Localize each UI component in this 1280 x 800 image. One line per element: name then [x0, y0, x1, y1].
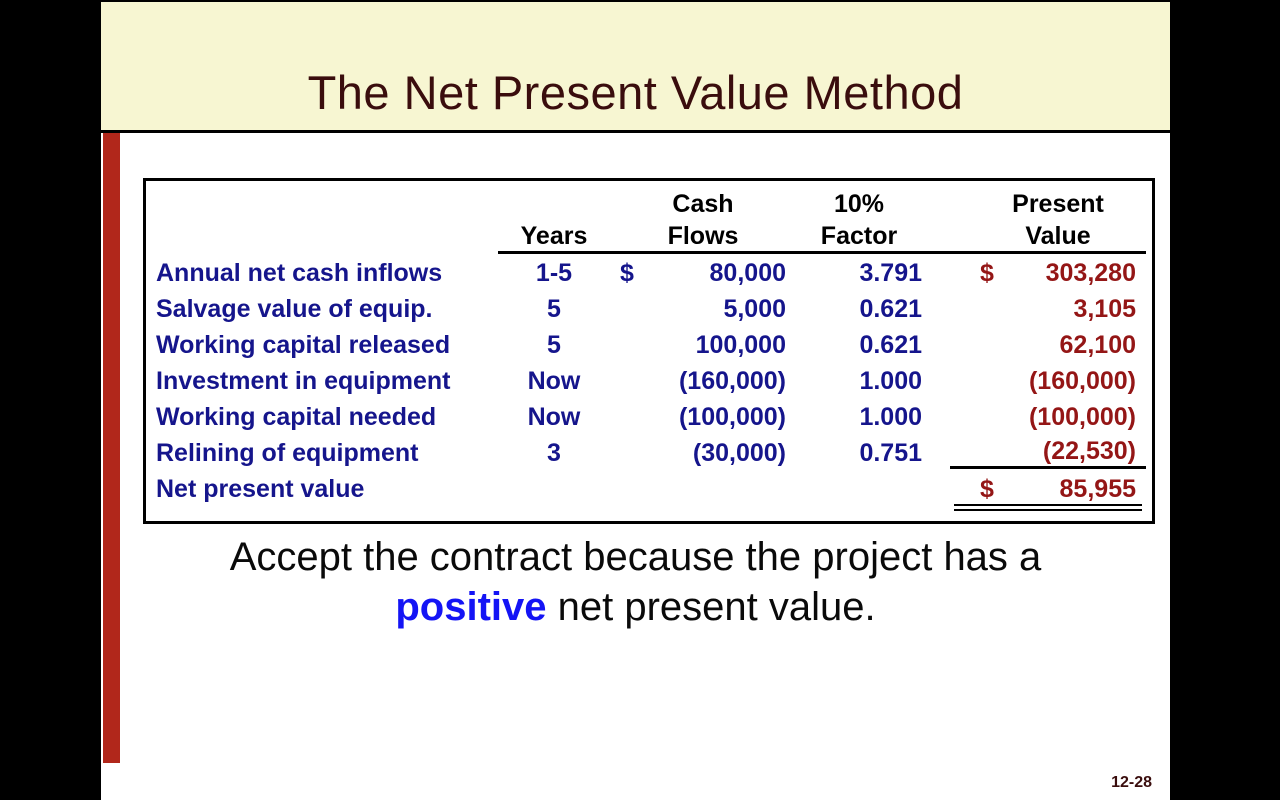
years-cell: 1-5 — [535, 258, 573, 287]
table-row: Investment in equipment Now (160,000) 1.… — [146, 363, 1152, 399]
factor-cell: 1.000 — [859, 366, 922, 395]
page-number: 12-28 — [1111, 774, 1152, 791]
row-label: Working capital needed — [156, 402, 437, 431]
caption-highlight: positive — [395, 585, 547, 629]
table-row: Annual net cash inflows 1-5 $80,000 3.79… — [146, 255, 1152, 291]
cash-amount: (100,000) — [678, 402, 786, 431]
npv-table: Cash 10% Present Years Flows Factor Valu… — [143, 178, 1155, 524]
table-row: Working capital released 5 100,000 0.621… — [146, 327, 1152, 363]
cash-flow-cell: 5,000 — [610, 295, 796, 324]
factor-cell: 0.751 — [859, 438, 922, 467]
header-factor: Factor — [796, 222, 950, 254]
row-label: Working capital released — [156, 330, 451, 359]
dollar-sign: $ — [980, 474, 994, 503]
table-header-row-1: Cash 10% Present — [146, 187, 1152, 221]
row-label: Annual net cash inflows — [156, 258, 443, 287]
dollar-sign: $ — [620, 258, 634, 287]
cash-amount: (30,000) — [692, 438, 786, 467]
factor-cell: 1.000 — [859, 402, 922, 431]
cash-amount: 5,000 — [723, 294, 786, 323]
present-value-total-cell: $85,955 — [950, 474, 1146, 511]
pv-amount: 3,105 — [1073, 294, 1136, 323]
factor-cell: 3.791 — [859, 258, 922, 287]
cash-flow-cell: (30,000) — [610, 439, 796, 468]
header-cash-line1: Cash — [672, 189, 734, 218]
caption: Accept the contract because the project … — [101, 532, 1170, 632]
present-value-cell: 3,105 — [950, 295, 1146, 324]
cash-amount: 80,000 — [709, 258, 786, 287]
pv-amount: (22,530) — [1042, 437, 1136, 465]
header-years: Years — [498, 222, 610, 254]
table-header-row-2: Years Flows Factor Value — [146, 221, 1152, 255]
table-row: Relining of equipment 3 (30,000) 0.751 (… — [146, 435, 1152, 471]
cash-amount: (160,000) — [678, 366, 786, 395]
present-value-cell: 62,100 — [950, 331, 1146, 360]
pv-amount: 303,280 — [1045, 258, 1136, 287]
row-label: Salvage value of equip. — [156, 294, 433, 323]
present-value-cell: $303,280 — [950, 259, 1146, 288]
years-cell: 3 — [547, 438, 561, 467]
years-cell: 5 — [547, 330, 561, 359]
slide-content: The Net Present Value Method Cash 10% Pr… — [101, 0, 1170, 800]
header-factor-line1: 10% — [833, 189, 885, 218]
title-band: The Net Present Value Method — [101, 0, 1170, 133]
caption-line2: net present value. — [546, 585, 876, 629]
table-row: Working capital needed Now (100,000) 1.0… — [146, 399, 1152, 435]
page-title: The Net Present Value Method — [307, 66, 964, 119]
years-cell: 5 — [547, 294, 561, 323]
factor-cell: 0.621 — [859, 294, 922, 323]
dollar-sign: $ — [980, 258, 994, 287]
double-underline — [954, 503, 1142, 511]
present-value-cell: (22,530) — [950, 437, 1146, 469]
factor-cell: 0.621 — [859, 330, 922, 359]
pv-amount: (160,000) — [1028, 366, 1136, 395]
pv-amount: 85,955 — [1059, 474, 1136, 503]
row-label: Net present value — [156, 474, 365, 503]
accent-strip — [103, 133, 120, 763]
years-cell: Now — [527, 402, 581, 431]
cash-flow-cell: 100,000 — [610, 331, 796, 360]
cash-amount: 100,000 — [695, 330, 786, 359]
table-total-row: Net present value $85,955 — [146, 471, 1152, 511]
header-present-value: Value — [950, 222, 1146, 254]
caption-line1: Accept the contract because the project … — [229, 535, 1042, 579]
row-label: Investment in equipment — [156, 366, 451, 395]
row-label: Relining of equipment — [156, 438, 419, 467]
cash-flow-cell: (100,000) — [610, 403, 796, 432]
header-cash-flows: Flows — [610, 222, 796, 254]
table-row: Salvage value of equip. 5 5,000 0.621 3,… — [146, 291, 1152, 327]
years-cell: Now — [527, 366, 581, 395]
present-value-cell: (160,000) — [950, 367, 1146, 396]
pv-amount: 62,100 — [1059, 330, 1136, 359]
cash-flow-cell: $80,000 — [610, 259, 796, 288]
present-value-cell: (100,000) — [950, 403, 1146, 432]
cash-flow-cell: (160,000) — [610, 367, 796, 396]
header-pv-line1: Present — [1012, 189, 1104, 218]
pv-amount: (100,000) — [1028, 402, 1136, 431]
